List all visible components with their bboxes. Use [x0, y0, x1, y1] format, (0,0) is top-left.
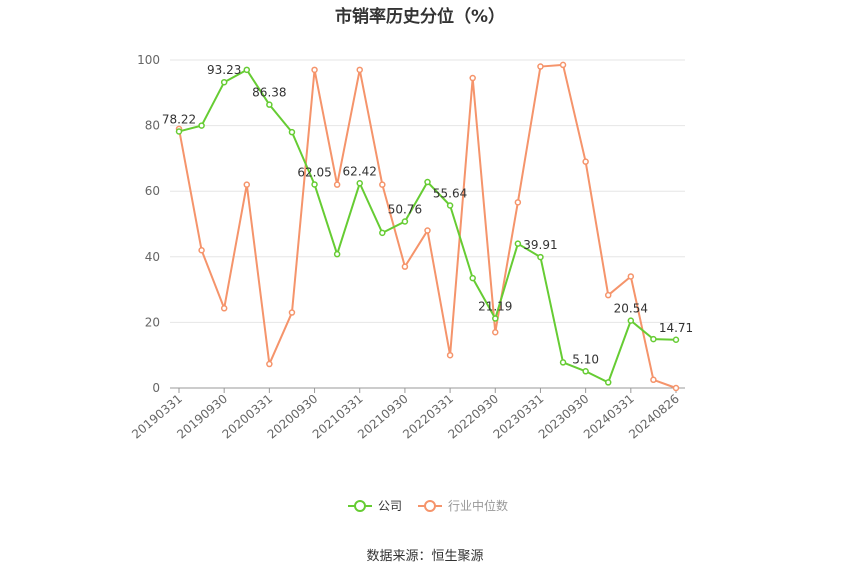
data-label: 62.05	[297, 165, 331, 179]
data-point[interactable]	[356, 180, 363, 187]
data-point[interactable]	[424, 178, 431, 186]
data-point[interactable]	[672, 384, 680, 392]
y-tick-label: 100	[137, 53, 160, 67]
data-point[interactable]	[672, 336, 680, 344]
data-point[interactable]	[446, 202, 454, 209]
data-point[interactable]	[627, 317, 635, 324]
data-point[interactable]	[356, 66, 363, 74]
y-tick-label: 0	[152, 381, 160, 395]
data-label: 78.22	[162, 112, 196, 126]
legend[interactable]: 公司 行业中位数	[348, 498, 508, 513]
data-point[interactable]	[220, 78, 228, 86]
data-point[interactable]	[379, 181, 386, 188]
data-point[interactable]	[537, 63, 544, 70]
data-label: 50.76	[388, 203, 422, 217]
chart-title: 市销率历史分位（%）	[334, 7, 506, 27]
data-point[interactable]	[469, 274, 476, 282]
data-label: 55.64	[433, 187, 467, 201]
data-label: 5.10	[572, 352, 599, 366]
data-point[interactable]	[514, 199, 522, 206]
y-tick-label: 40	[145, 250, 160, 264]
data-point[interactable]	[537, 253, 544, 261]
y-tick-label: 20	[145, 315, 160, 329]
data-point[interactable]	[627, 273, 635, 280]
data-point[interactable]	[266, 101, 273, 108]
data-point[interactable]	[492, 328, 499, 336]
data-point[interactable]	[582, 158, 589, 165]
data-point[interactable]	[559, 359, 567, 366]
data-point[interactable]	[198, 122, 205, 129]
data-point[interactable]	[333, 181, 341, 188]
data-point[interactable]	[198, 246, 205, 254]
data-point[interactable]	[446, 351, 454, 359]
data-point[interactable]	[650, 335, 657, 343]
legend-item-0[interactable]: 公司	[348, 499, 402, 513]
y-tick-label: 80	[145, 119, 160, 133]
legend-marker	[424, 500, 436, 512]
series-layer	[175, 61, 680, 392]
data-label: 20.54	[614, 302, 648, 316]
data-point[interactable]	[288, 128, 296, 136]
axis-layer: 0204060801002019033120190930202003312020…	[129, 53, 685, 442]
x-tick-label: 20240826	[626, 392, 682, 442]
data-point[interactable]	[243, 181, 251, 188]
data-point[interactable]	[220, 305, 228, 312]
data-point[interactable]	[243, 66, 251, 74]
data-point[interactable]	[492, 315, 499, 322]
data-point[interactable]	[604, 379, 612, 386]
data-label: 39.91	[523, 238, 557, 252]
data-point[interactable]	[559, 61, 567, 69]
legend-item-1[interactable]: 行业中位数	[418, 498, 508, 513]
data-label: 86.38	[252, 86, 286, 100]
data-label: 21.19	[478, 299, 512, 313]
data-label: 14.71	[659, 321, 693, 335]
data-point[interactable]	[650, 376, 657, 384]
legend-label: 行业中位数	[448, 498, 508, 513]
data-point[interactable]	[582, 368, 589, 375]
data-point[interactable]	[311, 181, 318, 188]
data-point[interactable]	[401, 263, 409, 270]
data-point[interactable]	[424, 227, 431, 234]
legend-marker	[354, 500, 366, 512]
series-line-1	[178, 63, 677, 389]
data-point[interactable]	[311, 66, 318, 74]
data-point[interactable]	[379, 229, 386, 237]
grid-layer	[170, 59, 685, 323]
legend-label: 公司	[378, 499, 402, 513]
source-note: 数据来源：恒生聚源	[366, 549, 484, 564]
data-point[interactable]	[333, 250, 341, 258]
data-label: 93.23	[207, 63, 241, 77]
data-point[interactable]	[514, 240, 522, 247]
data-label: 62.42	[343, 164, 377, 178]
data-point[interactable]	[401, 218, 409, 225]
data-point[interactable]	[175, 128, 183, 135]
data-point[interactable]	[288, 309, 296, 316]
data-label-layer: 78.22 93.23 86.38 62.05 62.42 50.76 55.64 21.19…	[162, 63, 693, 366]
y-tick-label: 60	[145, 184, 160, 198]
series-line-0	[178, 68, 677, 384]
data-point[interactable]	[266, 360, 273, 368]
data-point[interactable]	[469, 74, 476, 82]
data-point[interactable]	[604, 291, 612, 299]
